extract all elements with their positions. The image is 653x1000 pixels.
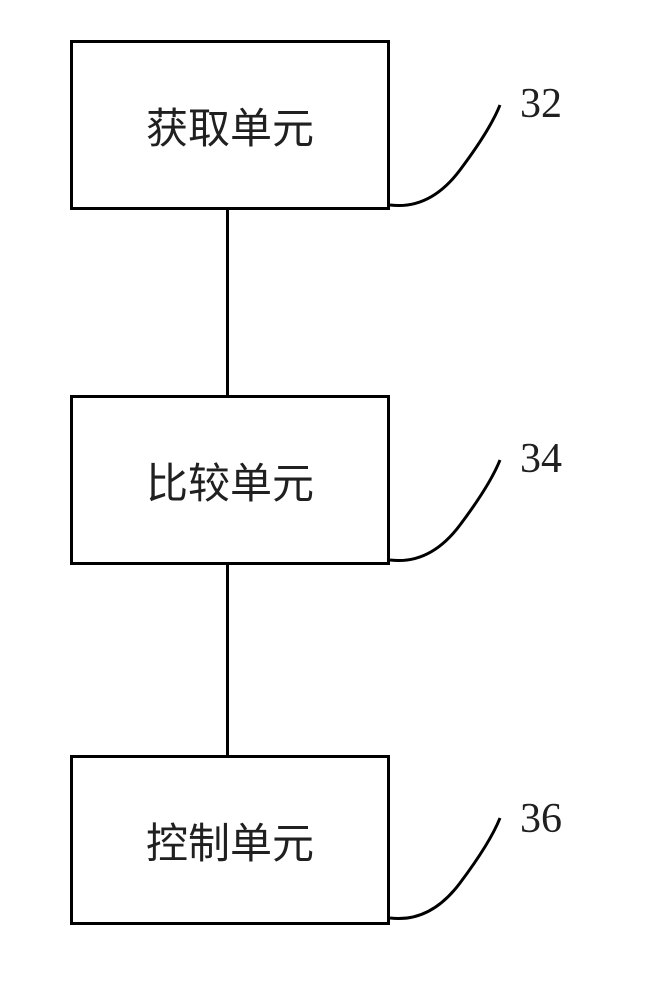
ref-arc-36 <box>0 0 653 1000</box>
diagram-canvas: 获取单元 比较单元 控制单元 32 34 36 <box>0 0 653 1000</box>
ref-label-36: 36 <box>520 795 562 843</box>
